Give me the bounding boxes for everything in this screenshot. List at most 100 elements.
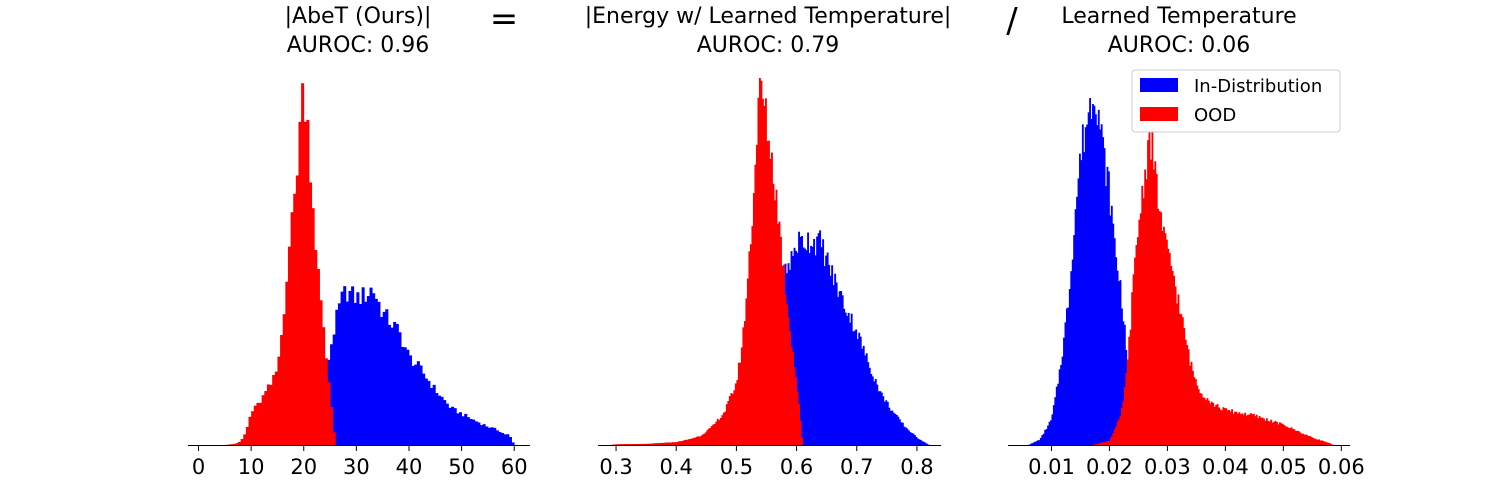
histogram-bar bbox=[843, 308, 846, 445]
histogram-bar bbox=[1321, 440, 1323, 445]
histogram-bar bbox=[868, 367, 871, 445]
histogram-bar bbox=[667, 442, 670, 445]
histogram-bar bbox=[359, 303, 363, 445]
histogram-bar bbox=[1177, 294, 1180, 445]
histogram-bar bbox=[508, 437, 512, 445]
histogram-bar bbox=[801, 437, 803, 445]
histogram-bar bbox=[309, 182, 313, 445]
histogram-bar bbox=[1239, 414, 1242, 445]
histogram-bar bbox=[495, 430, 499, 445]
histogram-bar bbox=[1099, 443, 1102, 445]
histogram-bar bbox=[659, 442, 662, 445]
histogram-bar bbox=[269, 384, 273, 445]
legend-swatch-ood bbox=[1140, 107, 1178, 121]
histogram-bar bbox=[704, 432, 707, 445]
histogram-bar bbox=[316, 268, 320, 445]
histogram-bar bbox=[631, 444, 633, 445]
histogram-bar bbox=[1322, 441, 1325, 445]
histogram-bar bbox=[311, 208, 315, 445]
histogram-bar bbox=[746, 278, 749, 445]
histogram-bar bbox=[792, 256, 794, 445]
x-tick-label: 0.4 bbox=[660, 455, 693, 479]
histogram-bar bbox=[332, 432, 336, 445]
histogram-bar bbox=[1105, 186, 1107, 446]
histogram-bar bbox=[1241, 413, 1244, 445]
histogram-bar bbox=[692, 437, 695, 445]
histogram-bar bbox=[727, 400, 730, 445]
histogram-bar bbox=[1058, 369, 1061, 445]
histogram-bar bbox=[1107, 440, 1110, 445]
histogram-bar bbox=[647, 443, 650, 445]
histogram-bar bbox=[850, 313, 853, 445]
histogram-bar bbox=[1326, 442, 1329, 445]
x-tick-label: 0.02 bbox=[1086, 455, 1133, 479]
histogram-bar bbox=[445, 403, 449, 445]
histogram-bar bbox=[1081, 124, 1084, 446]
histogram-bar bbox=[661, 442, 664, 445]
histogram-bar bbox=[1148, 131, 1151, 445]
histogram-bar bbox=[1312, 437, 1315, 445]
histogram-bar bbox=[1319, 440, 1322, 445]
histogram-bar bbox=[1293, 429, 1296, 445]
histogram-bar bbox=[374, 298, 378, 445]
histogram-bar bbox=[849, 322, 852, 445]
histogram-bar bbox=[1305, 434, 1307, 445]
histogram-bar bbox=[677, 441, 680, 445]
histogram-bar bbox=[673, 442, 676, 445]
histogram-bar bbox=[1144, 169, 1147, 445]
histogram-bar bbox=[411, 365, 415, 445]
histogram-bar bbox=[739, 362, 742, 445]
histogram-bar bbox=[873, 381, 876, 445]
histogram-bar bbox=[1099, 129, 1102, 445]
histogram-bar bbox=[814, 255, 817, 445]
histogram-bar bbox=[401, 346, 405, 445]
histogram-bar bbox=[674, 442, 677, 445]
histogram-bar bbox=[813, 239, 816, 445]
histogram-bar bbox=[1113, 429, 1116, 445]
histogram-bar bbox=[1194, 379, 1197, 445]
histogram-bar bbox=[493, 427, 497, 445]
histogram-bar bbox=[1238, 412, 1241, 445]
histogram-bar bbox=[877, 391, 880, 445]
histogram-bar bbox=[1125, 372, 1128, 445]
histogram-bar bbox=[921, 441, 924, 445]
histogram-bar bbox=[1134, 257, 1136, 445]
histogram-bar bbox=[662, 442, 665, 445]
histogram-bar bbox=[285, 281, 289, 445]
histogram-bar bbox=[1161, 230, 1164, 445]
histogram-bar bbox=[736, 380, 739, 445]
histogram-bar bbox=[784, 294, 787, 445]
x-tick-label: 0.7 bbox=[840, 455, 873, 479]
histogram-bar bbox=[1150, 159, 1152, 445]
histogram-bar bbox=[1116, 421, 1119, 445]
histogram-bar bbox=[688, 439, 691, 445]
histogram-bar bbox=[835, 282, 838, 445]
histogram-bar bbox=[1179, 313, 1181, 445]
histogram-bar bbox=[1115, 426, 1118, 445]
histogram-bar bbox=[719, 417, 722, 445]
histogram-bar bbox=[865, 353, 868, 445]
histogram-bar bbox=[414, 364, 418, 445]
histogram-bar bbox=[1034, 441, 1036, 445]
histogram-bar bbox=[1070, 271, 1073, 445]
histogram-bar bbox=[382, 311, 386, 445]
histogram-bar bbox=[1268, 421, 1271, 445]
histogram-bar bbox=[1055, 386, 1058, 445]
histogram-bar bbox=[641, 443, 644, 445]
histogram-bar bbox=[1158, 211, 1161, 445]
histogram-bar bbox=[1168, 253, 1171, 445]
histogram-bar bbox=[823, 266, 826, 445]
histogram-bar bbox=[330, 344, 334, 445]
histogram-bar bbox=[897, 416, 900, 445]
histogram-bar bbox=[1110, 205, 1113, 445]
histogram-panel-energy: 0.3 0.4 0.5 0.6 0.7 0.8 bbox=[598, 78, 941, 479]
histogram-bar bbox=[783, 264, 785, 445]
histogram-bar bbox=[353, 302, 357, 445]
histogram-bar bbox=[1245, 415, 1248, 445]
histogram-bar bbox=[314, 250, 318, 445]
histogram-bar bbox=[1276, 421, 1278, 445]
histogram-bar bbox=[733, 390, 736, 445]
histogram-bar bbox=[889, 410, 892, 445]
histogram-bar bbox=[1073, 235, 1076, 445]
x-tick-label: 20 bbox=[290, 455, 317, 479]
